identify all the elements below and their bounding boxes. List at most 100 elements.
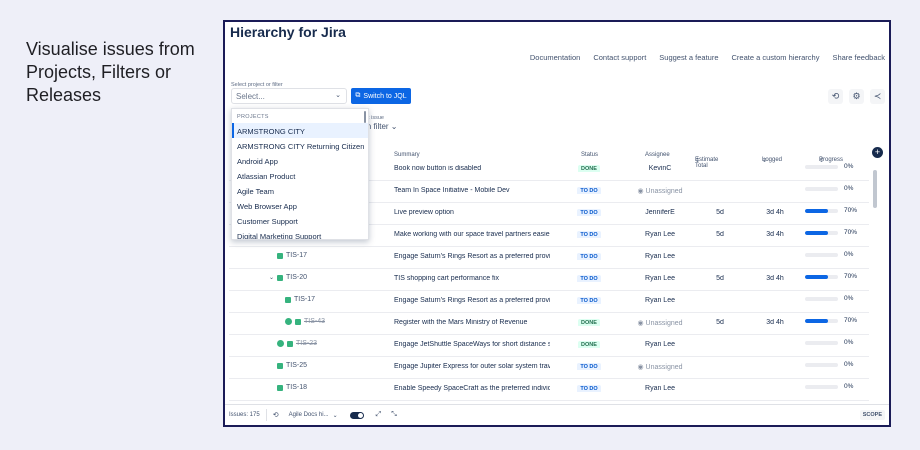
dropdown-item[interactable]: Android App [237, 157, 278, 166]
issue-key[interactable]: TIS-43 [304, 318, 326, 325]
status-cell[interactable]: TO DO [569, 297, 609, 304]
table-row[interactable]: Book now button is disabled DONE KevinC 0% [229, 159, 869, 181]
suggest-feature-link[interactable]: Suggest a feature [659, 53, 719, 62]
status-cell[interactable]: DONE [569, 319, 609, 326]
summary-cell[interactable]: Make working with our space travel partn… [394, 231, 550, 238]
table-row[interactable]: TIS-25 Engage Jupiter Express for outer s… [229, 357, 869, 379]
status-cell[interactable]: TO DO [569, 385, 609, 392]
status-cell[interactable]: TO DO [569, 363, 609, 370]
dropdown-scrollbar[interactable] [364, 111, 366, 123]
view-toggle[interactable] [349, 411, 364, 419]
summary-cell[interactable]: Book now button is disabled [394, 165, 482, 172]
table-scrollbar[interactable] [873, 170, 877, 208]
collapse-icon[interactable]: ⤡ [391, 411, 397, 418]
settings-icon[interactable]: ⚙ [849, 89, 864, 104]
assignee-cell[interactable]: ◉ Unassigned [625, 319, 695, 327]
issue-key[interactable]: TIS-18 [286, 384, 308, 391]
logged-cell: 3d 4h [766, 275, 784, 282]
issue-key-cell[interactable]: TIS-17 [277, 252, 307, 259]
issue-key-cell[interactable]: TIS-43 [285, 318, 325, 325]
issue-key[interactable]: TIS-20 [286, 274, 308, 281]
dropdown-item[interactable]: ARMSTRONG CITY [232, 123, 368, 138]
status-cell[interactable]: TO DO [569, 209, 609, 216]
progress-percent: 0% [844, 185, 854, 192]
summary-cell[interactable]: Engage Jupiter Express for outer solar s… [394, 363, 550, 370]
dropdown-item[interactable]: Digital Marketing Support [237, 232, 322, 240]
assignee-cell[interactable]: Ryan Lee [625, 253, 695, 260]
dropdown-item[interactable]: Atlassian Product [237, 172, 296, 181]
assignee-name: Unassigned [645, 188, 683, 195]
dropdown-item[interactable]: Web Browser App [237, 202, 297, 211]
status-cell[interactable]: TO DO [569, 187, 609, 194]
table-row[interactable]: Live preview option TO DO JenniferE 5d 3d 4h… [229, 203, 869, 225]
contact-support-link[interactable]: Contact support [593, 53, 647, 62]
scope-button[interactable]: SCOPE [859, 410, 885, 420]
table-row[interactable]: TIS-17 Engage Saturn's Rings Resort as a … [229, 247, 869, 269]
assignee-cell[interactable]: Ryan Lee [625, 275, 695, 282]
documentation-link[interactable]: Documentation [529, 53, 581, 62]
progress-bar [805, 296, 838, 301]
assignee-column-header[interactable]: Assignee [645, 152, 670, 158]
assignee-name: Ryan Lee [645, 253, 675, 260]
issue-key[interactable]: TIS-17 [286, 252, 308, 259]
assignee-cell[interactable]: ◉ Unassigned [625, 187, 695, 195]
dropdown-item[interactable]: ARMSTRONG CITY Returning Citizen [237, 142, 365, 151]
assignee-cell[interactable]: Ryan Lee [625, 231, 695, 238]
table-row[interactable]: Make working with our space travel partn… [229, 225, 869, 247]
issue-key-cell[interactable]: ⌄ TIS-20 [269, 274, 307, 281]
status-cell[interactable]: DONE [569, 165, 609, 172]
status-cell[interactable]: TO DO [569, 231, 609, 238]
custom-hierarchy-link[interactable]: Create a custom hierarchy [731, 53, 820, 62]
table-row[interactable]: TIS-18 Enable Speedy SpaceCraft as the pr… [229, 379, 869, 401]
status-cell[interactable]: TO DO [569, 275, 609, 282]
refresh-icon[interactable]: ⟲ [828, 89, 843, 104]
issue-key[interactable]: TIS-17 [294, 296, 316, 303]
status-cell[interactable]: DONE [569, 341, 609, 348]
expand-chevron-icon[interactable]: ⌄ [269, 275, 275, 281]
summary-cell[interactable]: TIS shopping cart performance fix [394, 275, 500, 282]
summary-cell[interactable]: Engage Saturn's Rings Resort as a prefer… [394, 253, 550, 260]
assignee-cell[interactable]: ◉ Unassigned [625, 363, 695, 371]
progress-bar [805, 186, 838, 191]
table-row[interactable]: TIS-23 Engage JetShuttle SpaceWays for sh… [229, 335, 869, 357]
assignee-cell[interactable]: JenniferE [625, 209, 695, 216]
summary-column-header[interactable]: Summary [394, 152, 420, 158]
switch-to-jql-button[interactable]: ⧉ Switch to JQL [351, 88, 411, 104]
share-icon[interactable]: ≺ [870, 89, 885, 104]
issue-key-cell[interactable]: TIS-17 [285, 296, 315, 303]
in-filter-dropdown[interactable]: in filter ⌄ [365, 122, 398, 131]
progress-cell: 0% [805, 295, 869, 302]
summary-cell[interactable]: Engage JetShuttle SpaceWays for short di… [394, 341, 550, 348]
table-row[interactable]: Team In Space Initiative - Mobile Dev TO … [229, 181, 869, 203]
project-filter-select[interactable]: Select... ⌄ [231, 88, 347, 104]
assignee-cell[interactable]: KevinC [625, 165, 695, 172]
table-row[interactable]: TIS-43 Register with the Mars Ministry of… [229, 313, 869, 335]
issue-key[interactable]: TIS-25 [286, 362, 308, 369]
status-cell[interactable]: TO DO [569, 253, 609, 260]
summary-cell[interactable]: Engage Saturn's Rings Resort as a prefer… [394, 297, 550, 304]
assignee-cell[interactable]: Ryan Lee [625, 385, 695, 392]
summary-cell[interactable]: Register with the Mars Ministry of Reven… [394, 319, 528, 326]
dropdown-item[interactable]: Customer Support [237, 217, 298, 226]
table-row[interactable]: ⌄ TIS-20 TIS shopping cart performance fix… [229, 269, 869, 291]
hierarchy-dropdown[interactable]: Agile Docs hi... ⌄ [289, 412, 338, 419]
summary-cell[interactable]: Enable Speedy SpaceCraft as the preferre… [394, 385, 550, 392]
summary-cell[interactable]: Live preview option [394, 209, 454, 216]
assignee-name: Ryan Lee [645, 341, 675, 348]
issue-key-cell[interactable]: TIS-25 [277, 362, 307, 369]
story-type-icon [295, 318, 301, 325]
summary-cell[interactable]: Team In Space Initiative - Mobile Dev [394, 187, 510, 194]
expand-icon[interactable]: ⤢ [375, 411, 382, 418]
assignee-cell[interactable]: Ryan Lee [625, 297, 695, 304]
assignee-cell[interactable]: Ryan Lee [625, 341, 695, 348]
issue-key-cell[interactable]: TIS-23 [277, 340, 317, 347]
refresh-icon[interactable]: ⟲ [272, 412, 279, 419]
issue-key-cell[interactable]: TIS-18 [277, 384, 307, 391]
dropdown-item[interactable]: Agile Team [237, 187, 274, 196]
status-column-header[interactable]: Status [581, 152, 599, 158]
add-column-button[interactable]: + [872, 147, 883, 158]
issue-key[interactable]: TIS-23 [296, 340, 318, 347]
table-row[interactable]: TIS-17 Engage Saturn's Rings Resort as a … [229, 291, 869, 313]
share-feedback-link[interactable]: Share feedback [832, 53, 885, 62]
chevron-down-icon: ⌄ [332, 412, 338, 419]
